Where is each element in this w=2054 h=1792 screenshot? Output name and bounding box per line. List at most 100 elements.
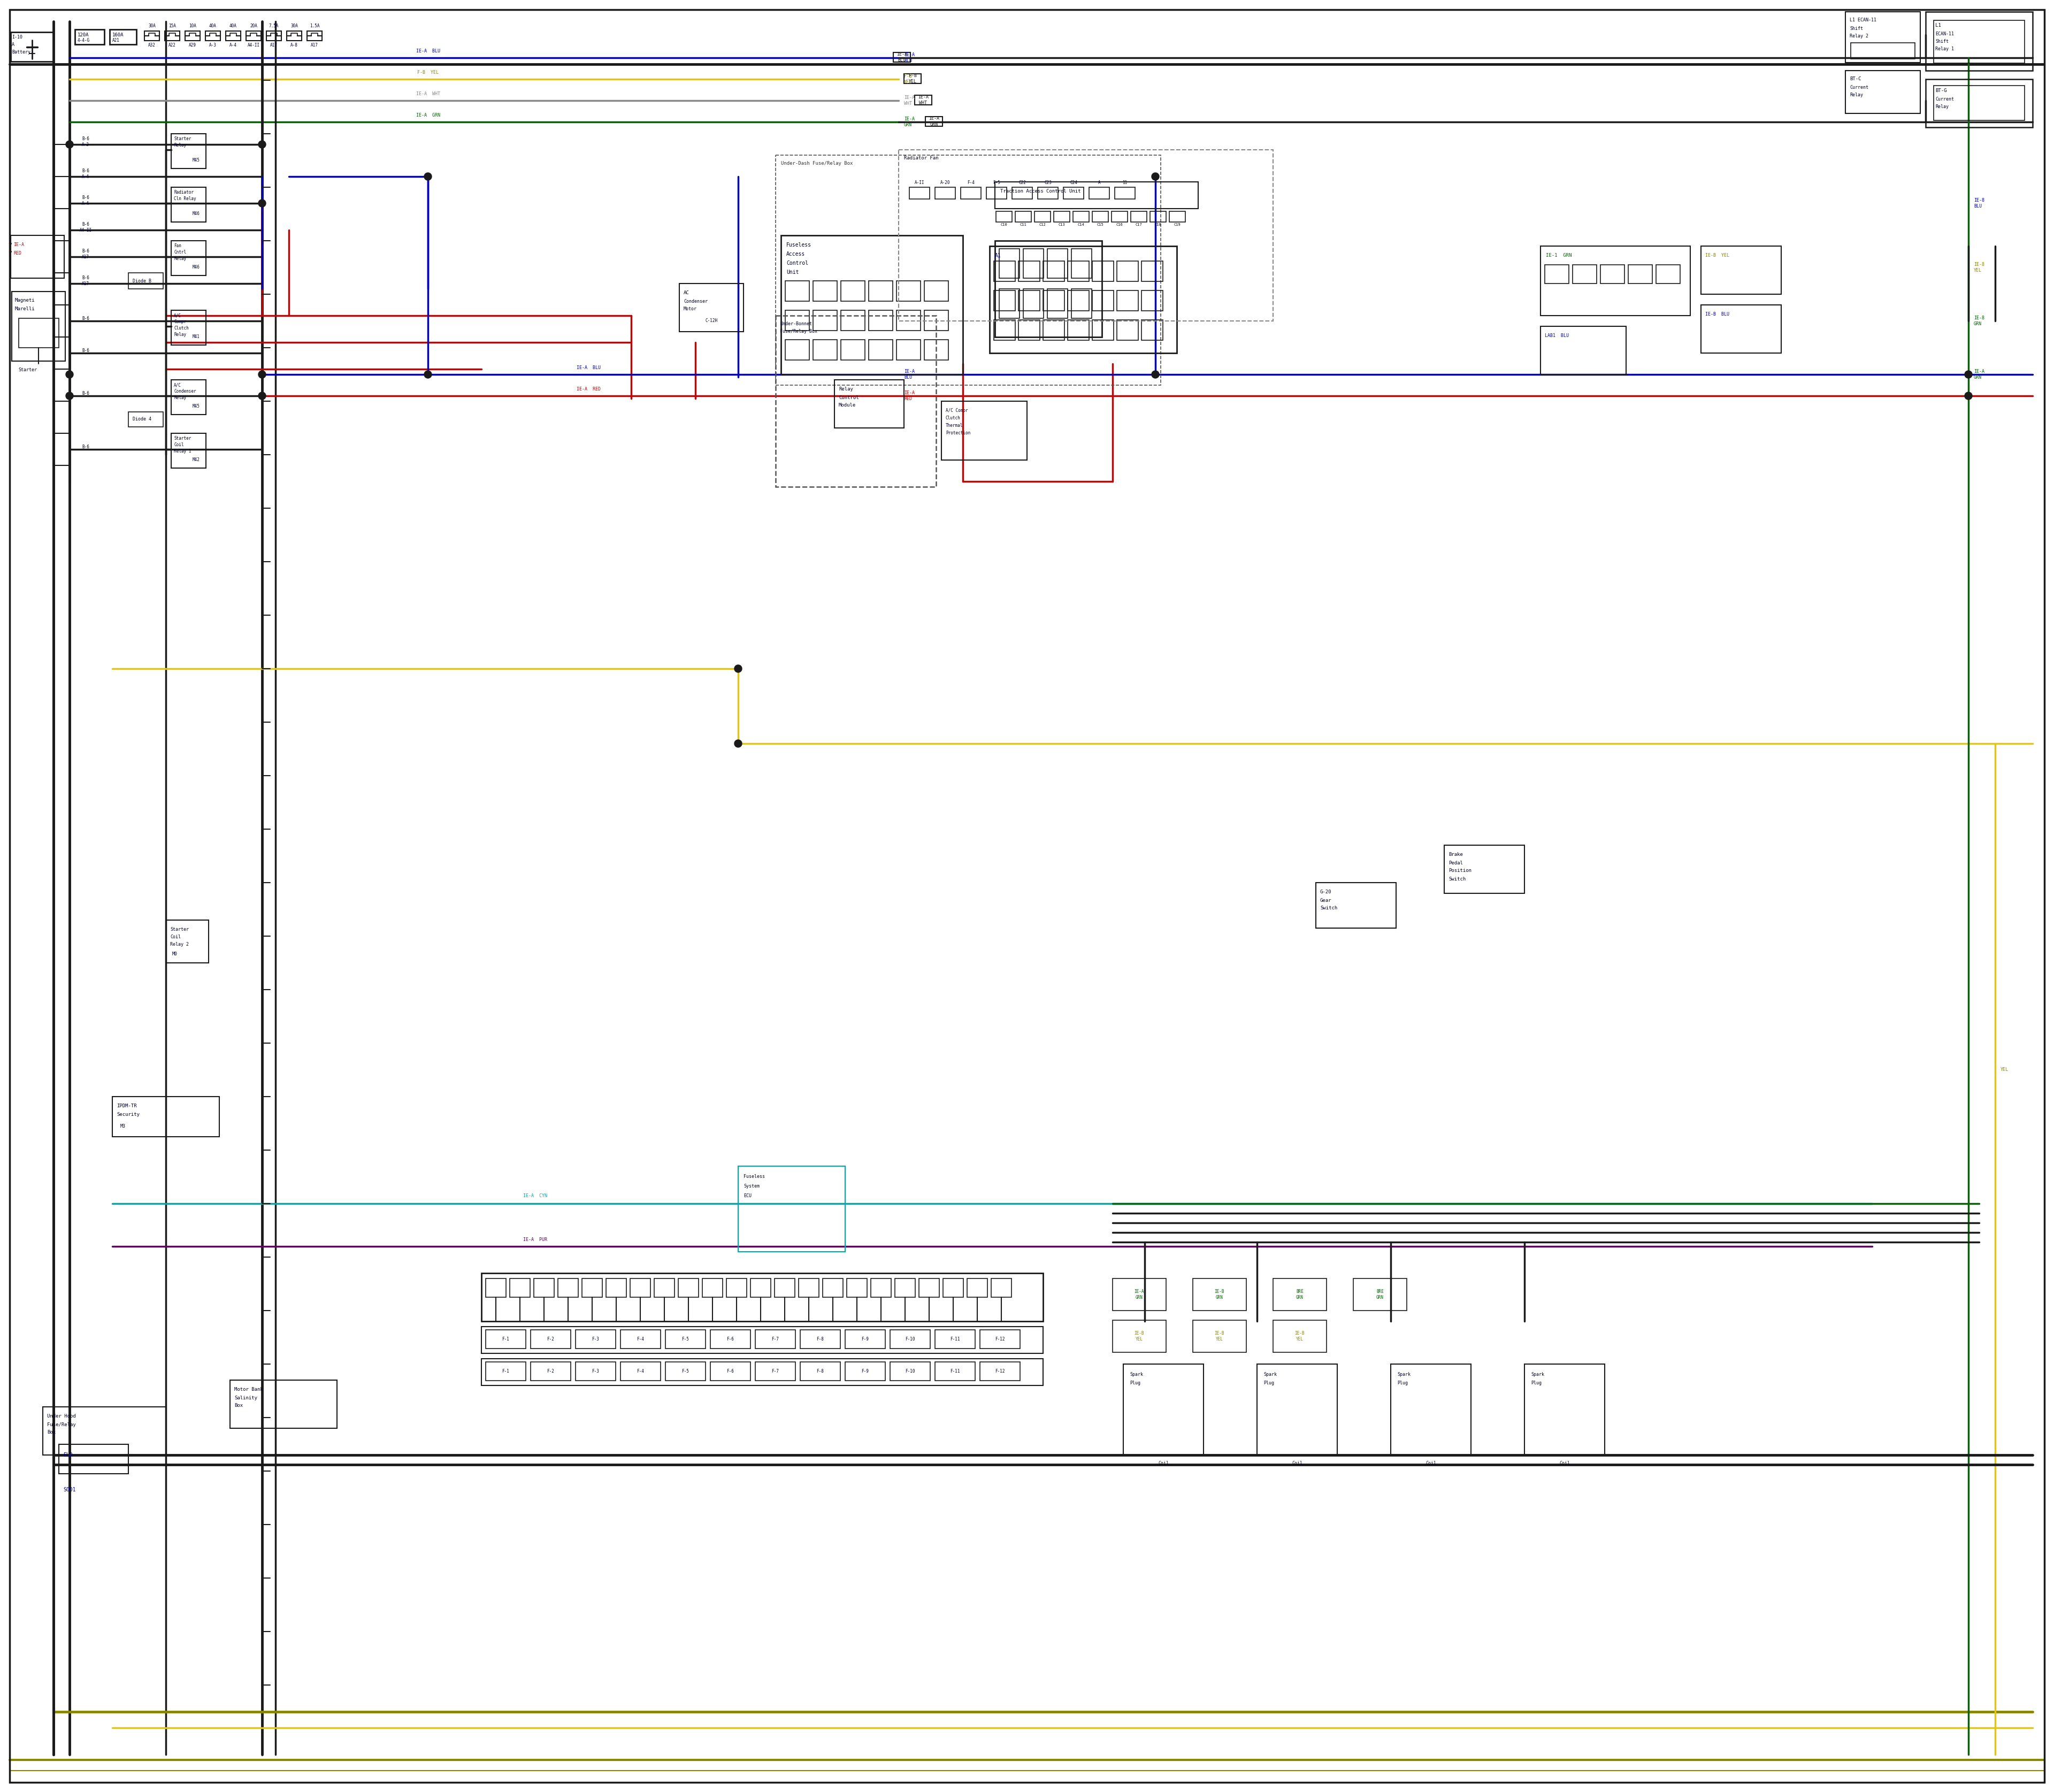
Text: F-1: F-1 xyxy=(501,1337,509,1342)
Text: IE-A  GRN: IE-A GRN xyxy=(415,113,440,118)
Bar xyxy=(1124,1364,1204,1455)
Bar xyxy=(1019,321,1039,340)
Text: C11: C11 xyxy=(1021,222,1027,226)
Text: Shift: Shift xyxy=(1935,39,1949,43)
Bar xyxy=(1540,326,1627,375)
Text: F-2: F-2 xyxy=(546,1369,555,1374)
Text: F-4: F-4 xyxy=(637,1337,645,1342)
Text: Traction Access Control Unit: Traction Access Control Unit xyxy=(1000,190,1080,194)
Text: C16: C16 xyxy=(1115,222,1124,226)
Text: System: System xyxy=(744,1185,760,1188)
Text: IE-B
GRN: IE-B GRN xyxy=(1214,1288,1224,1299)
Text: Relay 2: Relay 2 xyxy=(1851,34,1869,39)
Text: A17: A17 xyxy=(271,43,277,48)
Bar xyxy=(10,32,53,61)
Bar xyxy=(844,1362,885,1380)
Text: IE-A
GRN: IE-A GRN xyxy=(904,116,914,127)
Bar xyxy=(799,1278,820,1297)
Bar xyxy=(166,919,210,962)
Bar xyxy=(306,30,322,41)
Bar xyxy=(1257,1364,1337,1455)
Bar xyxy=(840,310,865,330)
Bar xyxy=(980,1362,1021,1380)
Text: Fuse/Relay: Fuse/Relay xyxy=(47,1423,76,1426)
Text: IPDM-TR: IPDM-TR xyxy=(117,1104,138,1109)
Circle shape xyxy=(259,371,265,378)
Text: B-6
A17: B-6 A17 xyxy=(82,276,88,287)
Text: C13: C13 xyxy=(1058,222,1066,226)
Text: Clutch: Clutch xyxy=(945,416,961,421)
Bar xyxy=(1656,265,1680,283)
Text: Relay: Relay xyxy=(175,396,187,400)
Bar xyxy=(1093,321,1113,340)
Circle shape xyxy=(1966,392,1972,400)
Text: Relay 2: Relay 2 xyxy=(170,943,189,948)
Text: IE-8
YEL: IE-8 YEL xyxy=(1974,262,1984,272)
Bar xyxy=(900,151,1273,321)
Bar xyxy=(846,1278,867,1297)
Bar xyxy=(943,1278,963,1297)
Bar xyxy=(1273,1278,1327,1310)
Text: A-20: A-20 xyxy=(941,181,951,185)
Text: C18: C18 xyxy=(1154,222,1161,226)
Text: Thermal: Thermal xyxy=(945,423,963,428)
Bar xyxy=(727,1278,748,1297)
Bar xyxy=(246,30,261,41)
Bar xyxy=(1701,305,1781,353)
Text: Relay: Relay xyxy=(838,387,852,392)
Bar xyxy=(1013,186,1033,199)
Bar xyxy=(702,1278,723,1297)
Text: F-12: F-12 xyxy=(994,1337,1004,1342)
Bar xyxy=(1524,1364,1604,1455)
Text: Starter: Starter xyxy=(175,435,191,441)
Text: Cln Relay: Cln Relay xyxy=(175,197,195,201)
Text: Diode 4: Diode 4 xyxy=(134,418,152,421)
Text: Box: Box xyxy=(234,1403,242,1409)
Text: YEL: YEL xyxy=(2001,1068,2009,1072)
Bar xyxy=(1048,249,1068,278)
Text: IE-A  WHT: IE-A WHT xyxy=(415,91,440,97)
Bar xyxy=(996,211,1013,222)
Text: F-11: F-11 xyxy=(949,1337,959,1342)
Text: RED: RED xyxy=(14,251,21,256)
Bar xyxy=(1933,86,2025,120)
Text: A21: A21 xyxy=(113,38,119,43)
Circle shape xyxy=(1966,371,1972,378)
Text: IE-A
BLU: IE-A BLU xyxy=(904,369,914,380)
Bar xyxy=(871,1278,891,1297)
Text: Control: Control xyxy=(838,394,859,400)
Bar xyxy=(935,1362,976,1380)
Bar xyxy=(918,1278,939,1297)
Text: 40A: 40A xyxy=(210,23,216,29)
Text: Access: Access xyxy=(787,251,805,256)
Bar xyxy=(737,1167,844,1253)
Bar xyxy=(869,340,893,360)
Text: F-5: F-5 xyxy=(992,181,1000,185)
Text: IE-A
GRN: IE-A GRN xyxy=(1134,1288,1144,1299)
Bar xyxy=(170,310,205,346)
Text: 7.5A: 7.5A xyxy=(269,23,279,29)
Bar xyxy=(1072,249,1093,278)
Bar xyxy=(941,401,1027,461)
Bar xyxy=(170,134,205,168)
Bar xyxy=(1019,262,1039,281)
Text: Coil: Coil xyxy=(175,443,183,448)
Circle shape xyxy=(735,665,741,672)
Bar xyxy=(992,1278,1011,1297)
Text: B-6: B-6 xyxy=(82,391,88,396)
Bar xyxy=(1933,20,2025,63)
Text: Cntrl: Cntrl xyxy=(175,251,187,254)
Text: Relay: Relay xyxy=(1851,93,1863,97)
Bar xyxy=(935,1330,976,1349)
Bar xyxy=(990,246,1177,353)
Bar xyxy=(559,1278,579,1297)
Bar xyxy=(1023,249,1043,278)
Bar xyxy=(994,321,1015,340)
Bar xyxy=(288,30,302,41)
Text: A32: A32 xyxy=(148,43,156,48)
Text: Security: Security xyxy=(117,1111,140,1116)
Text: M41: M41 xyxy=(193,335,199,339)
Bar xyxy=(680,283,744,332)
Text: M46: M46 xyxy=(193,211,199,217)
Bar xyxy=(924,281,949,301)
